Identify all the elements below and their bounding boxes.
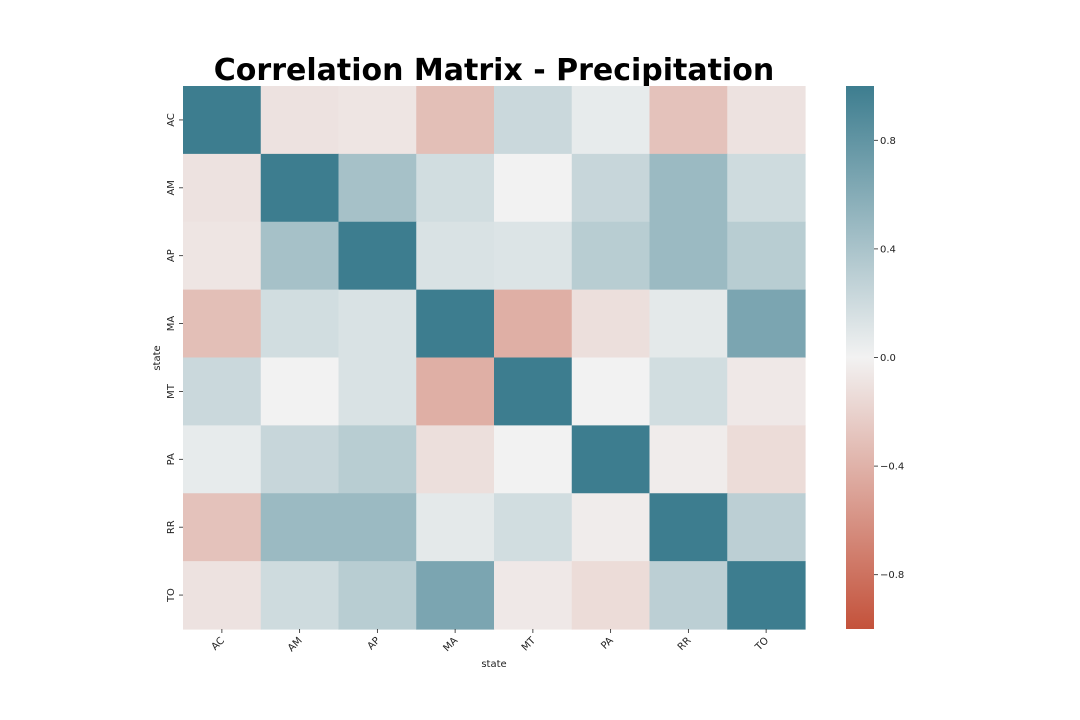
heatmap-cell-AM-AM [260, 153, 340, 223]
heatmap-cell-PA-AM [260, 425, 340, 494]
heatmap-cell-AM-TO [727, 153, 806, 223]
heatmap-cell-RR-AM [260, 493, 340, 562]
heatmap-cell-TO-MA [416, 561, 495, 630]
heatmap-cell-MT-AM [260, 357, 340, 426]
heatmap-cell-MT-MA [416, 357, 495, 426]
heatmap-cell-AP-PA [571, 221, 651, 291]
heatmap-cell-MT-AP [338, 357, 417, 426]
heatmap-cell-AC-AM [260, 86, 340, 155]
colorbar-tick-label: 0.8 [880, 136, 896, 147]
heatmap-cell-AC-MT [494, 86, 573, 155]
colorbar-tick-label: 0.0 [880, 353, 896, 364]
heatmap-cell-RR-MT [494, 493, 573, 562]
x-tick-label-RR: RR [676, 635, 694, 653]
heatmap-cell-MA-AM [260, 289, 340, 359]
heatmap-cell-MA-MA [416, 289, 495, 359]
heatmap-cell-AP-RR [649, 221, 728, 291]
heatmap-cell-RR-PA [571, 493, 651, 562]
colorbar-tick-label: −0.8 [880, 570, 904, 581]
x-tick-label-MA: MA [442, 635, 461, 654]
heatmap-cell-AP-TO [727, 221, 806, 291]
heatmap-cell-TO-AC [183, 561, 262, 630]
heatmap-cell-AM-AP [338, 153, 417, 223]
x-tick-label-TO: TO [753, 635, 771, 653]
heatmap-cell-RR-TO [727, 493, 806, 562]
heatmap-cell-MT-TO [727, 357, 806, 426]
heatmap-cell-PA-AC [183, 425, 262, 494]
colorbar-ticks: 0.8 0.4 0.0 −0.4 −0.8 [874, 136, 904, 581]
heatmap-cell-RR-AP [338, 493, 417, 562]
heatmap-cell-AP-AC [183, 221, 262, 291]
heatmap-cell-MA-RR [649, 289, 728, 359]
x-axis-ticks: AC AM AP MA MT PA RR TO [210, 629, 771, 654]
y-tick-label-MT: MT [166, 383, 177, 399]
heatmap-cell-TO-PA [571, 561, 651, 630]
heatmap-cell-TO-RR [649, 561, 728, 630]
heatmap-cell-TO-TO [727, 561, 806, 630]
heatmap-cell-RR-MA [416, 493, 495, 562]
x-tick-label-AC: AC [210, 635, 227, 652]
heatmap-cell-PA-MT [494, 425, 573, 494]
heatmap-cell-AC-PA [571, 86, 651, 155]
colorbar [846, 86, 874, 629]
x-tick-label-AM: AM [286, 635, 305, 654]
colorbar-tick-label: 0.4 [880, 244, 896, 255]
heatmap-cell-AP-MA [416, 221, 495, 291]
heatmap-cell-AC-TO [727, 86, 806, 155]
heatmap-cell-MA-TO [727, 289, 806, 359]
x-tick-label-PA: PA [599, 635, 616, 652]
y-tick-label-TO: TO [166, 588, 177, 603]
heatmap-cell-MT-MT [494, 357, 573, 426]
heatmap-cell-AC-RR [649, 86, 728, 155]
heatmap-cell-MT-AC [183, 357, 262, 426]
y-tick-label-AM: AM [166, 180, 177, 195]
heatmap-cell-MA-MT [494, 289, 573, 359]
heatmap-cell-MA-AP [338, 289, 417, 359]
heatmap-cell-AP-AP [338, 221, 417, 291]
heatmap-cell-RR-AC [183, 493, 262, 562]
heatmap-cell-MT-RR [649, 357, 728, 426]
chart-title: Correlation Matrix - Precipitation [214, 53, 774, 88]
heatmap-cell-AM-AC [183, 153, 262, 223]
heatmap-cell-TO-MT [494, 561, 573, 630]
heatmap-cell-AC-AC [183, 86, 262, 155]
heatmap-cell-RR-RR [649, 493, 728, 562]
heatmap-cell-AM-RR [649, 153, 728, 223]
y-axis-label: state [152, 345, 163, 370]
y-tick-label-AC: AC [166, 113, 177, 127]
y-tick-label-AP: AP [166, 249, 177, 262]
x-tick-label-AP: AP [366, 635, 383, 652]
heatmap-cell-AC-AP [338, 86, 417, 155]
y-tick-label-MA: MA [166, 316, 177, 332]
heatmap-cell-PA-RR [649, 425, 728, 494]
heatmap-cell-AM-PA [571, 153, 651, 223]
heatmap-cell-TO-AP [338, 561, 417, 630]
heatmap-cell-AM-MA [416, 153, 495, 223]
colorbar-tick-label: −0.4 [880, 462, 904, 473]
heatmap-cell-PA-AP [338, 425, 417, 494]
x-axis-label: state [481, 659, 506, 670]
x-tick-label-MT: MT [520, 635, 539, 654]
y-tick-label-PA: PA [166, 453, 177, 465]
heatmap-cell-PA-PA [571, 425, 651, 494]
heatmap-cell-AM-MT [494, 153, 573, 223]
heatmap-cell-MT-PA [571, 357, 651, 426]
heatmap-cell-AP-MT [494, 221, 573, 291]
heatmap-cell-MA-PA [571, 289, 651, 359]
y-axis-ticks: AC AM AP MA MT PA RR TO [166, 113, 183, 603]
heatmap-cell-PA-MA [416, 425, 495, 494]
y-tick-label-RR: RR [166, 520, 177, 534]
heatmap-cells [183, 86, 806, 630]
heatmap-cell-AC-MA [416, 86, 495, 155]
heatmap-cell-AP-AM [260, 221, 340, 291]
heatmap-cell-MA-AC [183, 289, 262, 359]
heatmap-cell-TO-AM [260, 561, 340, 630]
heatmap-cell-PA-TO [727, 425, 806, 494]
